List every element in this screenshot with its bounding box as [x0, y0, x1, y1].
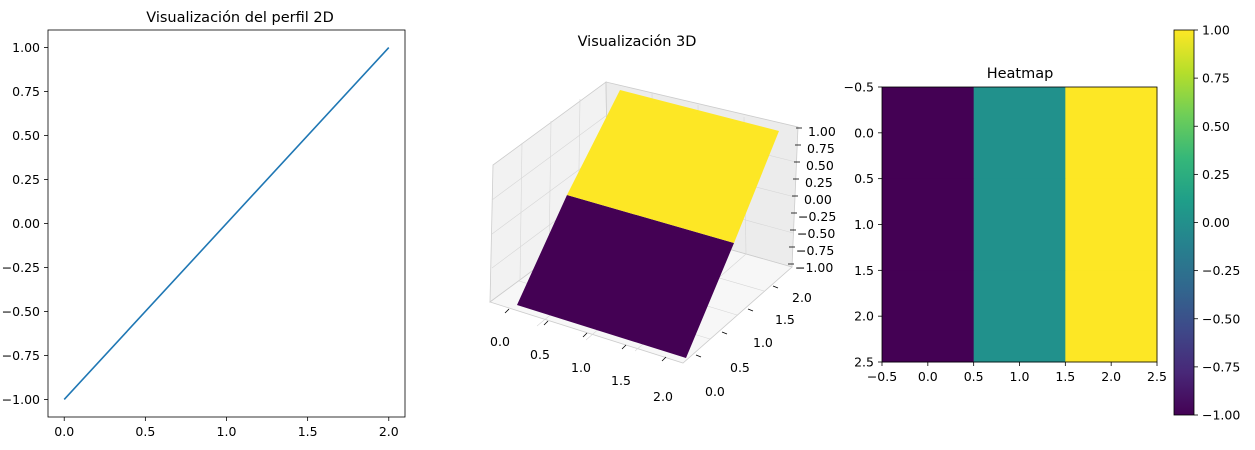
colorbar-tick-label: 0.25 — [1202, 167, 1230, 182]
heatmap-cell — [973, 178, 1066, 271]
colorbar: 1.00 0.75 0.50 0.25 0.00 −0.25 −0.50 −0.75 −1.00 — [1173, 23, 1240, 423]
heatmap-cell — [882, 87, 975, 180]
surface-face-low — [517, 195, 734, 358]
heatmap-y-tick-label: 0.5 — [854, 171, 874, 186]
surface-mesh — [517, 90, 779, 358]
line-chart-y-tick-label: −0.50 — [2, 304, 40, 319]
heatmap-cells — [882, 87, 1158, 363]
heatmap-x-tick-label: 2.0 — [1101, 369, 1121, 384]
colorbar-tick-label: 0.75 — [1202, 71, 1230, 86]
surface-y-tick-label: 0.0 — [705, 384, 725, 399]
colorbar-tick-label: −1.00 — [1202, 408, 1240, 423]
colorbar-tick-label: 0.50 — [1202, 119, 1230, 134]
line-chart-y-tick-label: 0.75 — [12, 84, 40, 99]
surface-x-tick-label: 1.0 — [571, 360, 591, 375]
colorbar-tick-label: −0.75 — [1202, 359, 1240, 374]
heatmap-x-tick-label: 0.0 — [918, 369, 938, 384]
line-chart-x-tick-label: 2.0 — [379, 424, 399, 439]
surface-z-tick-label: 0.00 — [804, 192, 832, 207]
line-chart-x-tick-label: 1.5 — [298, 424, 318, 439]
surface-chart-title: Visualización 3D — [578, 34, 697, 50]
heatmap-x-tick-label: 1.5 — [1055, 369, 1075, 384]
line-chart-x-axis: 0.0 0.5 1.0 1.5 2.0 — [54, 417, 399, 439]
heatmap-x-tick-label: 2.5 — [1147, 369, 1167, 384]
surface-x-tick-label: 2.0 — [653, 389, 673, 404]
line-chart-title: Visualización del perfil 2D — [146, 10, 334, 26]
line-chart-series — [63, 47, 390, 400]
heatmap-cell — [973, 270, 1066, 363]
heatmap-cell — [882, 270, 975, 363]
surface-x-tick-label: 0.0 — [490, 334, 510, 349]
surface-y-tick-label: 1.5 — [775, 312, 795, 327]
surface-axis-ticks — [504, 127, 802, 362]
colorbar-gradient — [1174, 30, 1194, 415]
heatmap-y-tick-label: 2.0 — [854, 309, 874, 324]
heatmap-cell — [973, 87, 1066, 180]
line-chart-x-tick-label: 1.0 — [217, 424, 237, 439]
heatmap-cell — [1065, 87, 1158, 180]
heatmap-chart: Heatmap −0.5 0.0 0.5 1.0 1.5 2.0 2.5 −0.5 0.0 0.… — [844, 66, 1167, 384]
line-chart-y-tick-label: 0.50 — [12, 128, 40, 143]
line-chart-y-tick-label: 1.00 — [12, 40, 40, 55]
surface-x-tick-label: 1.5 — [611, 373, 631, 388]
colorbar-tick-label: 1.00 — [1202, 23, 1230, 38]
surface-z-tick-label: −0.25 — [798, 209, 836, 224]
heatmap-x-tick-label: 1.0 — [1010, 369, 1030, 384]
surface-y-tick-label: 1.0 — [753, 335, 773, 350]
surface-z-tick-label: 0.50 — [806, 158, 834, 173]
line-chart: Visualización del perfil 2D 1.000.750.50… — [2, 10, 406, 439]
heatmap-title: Heatmap — [987, 66, 1054, 82]
heatmap-y-tick-label: −0.5 — [844, 80, 874, 95]
surface-z-tick-label: −1.00 — [795, 260, 833, 275]
surface-z-tick-label: −0.50 — [797, 226, 835, 241]
surface-chart: Visualización 3D — [489, 34, 836, 404]
surface-z-tick-label: 0.25 — [805, 175, 833, 190]
heatmap-x-axis: −0.5 0.0 0.5 1.0 1.5 2.0 2.5 — [867, 362, 1167, 384]
heatmap-cell — [1065, 178, 1158, 271]
colorbar-tick-label: −0.25 — [1202, 263, 1240, 278]
heatmap-x-tick-label: −0.5 — [867, 369, 897, 384]
line-chart-y-tick-label: 0.00 — [12, 216, 40, 231]
surface-face-high — [567, 90, 779, 243]
line-chart-y-tick-label: −1.00 — [2, 392, 40, 407]
surface-y-tick-label: 2.0 — [792, 290, 812, 305]
colorbar-tick-label: −0.50 — [1202, 311, 1240, 326]
heatmap-cell — [1065, 270, 1158, 363]
heatmap-y-tick-label: 0.0 — [854, 125, 874, 140]
line-chart-x-tick-label: 0.5 — [135, 424, 155, 439]
heatmap-y-tick-label: 1.0 — [854, 217, 874, 232]
line-chart-y-axis: 1.00 0.75 0.50 0.25 0.00 −0.25 −0.50 −0.75 −1.00 — [2, 40, 48, 407]
surface-y-tick-label: 0.5 — [730, 360, 750, 375]
line-chart-y-tick-label: −0.75 — [2, 348, 40, 363]
line-chart-y-tick-label: −0.25 — [2, 260, 40, 275]
surface-x-tick-label: 0.5 — [530, 347, 550, 362]
surface-y-axis: 0.0 0.5 1.0 1.5 2.0 — [705, 290, 812, 399]
colorbar-axis: 1.00 0.75 0.50 0.25 0.00 −0.25 −0.50 −0.75 −1.00 — [1194, 23, 1240, 423]
surface-z-tick-label: 0.75 — [807, 141, 835, 156]
heatmap-x-tick-label: 0.5 — [964, 369, 984, 384]
line-chart-series-line — [63, 47, 390, 400]
surface-z-axis: 1.00 0.75 0.50 0.25 0.00 −0.25 −0.50 −0.… — [795, 124, 836, 275]
surface-z-tick-label: 1.00 — [808, 124, 836, 139]
colorbar-tick-label: 0.00 — [1202, 215, 1230, 230]
line-chart-y-tick-label: 0.25 — [12, 172, 40, 187]
heatmap-y-tick-label: 1.5 — [854, 263, 874, 278]
heatmap-y-tick-label: 2.5 — [854, 355, 874, 370]
surface-x-axis: 0.0 0.5 1.0 1.5 2.0 — [490, 334, 673, 404]
surface-z-tick-label: −0.75 — [796, 243, 834, 258]
heatmap-y-axis: −0.5 0.0 0.5 1.0 1.5 2.0 2.5 — [844, 80, 882, 370]
line-chart-x-tick-label: 0.0 — [54, 424, 74, 439]
heatmap-cell — [882, 178, 975, 271]
